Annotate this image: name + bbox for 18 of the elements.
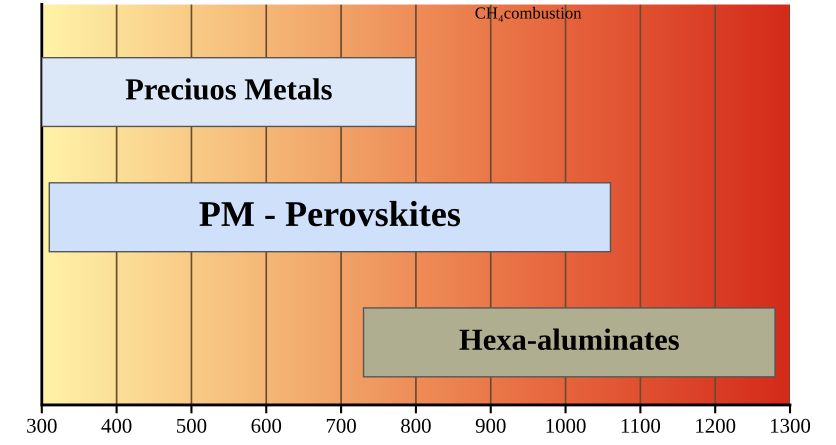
bar [362,307,776,378]
x-tick-label: 400 [101,418,132,433]
x-tick-label: 800 [401,418,431,433]
x-tick-label: 1200 [696,418,736,433]
bar [48,182,612,252]
x-tick-label: 500 [177,418,206,433]
x-tick-label: 300 [27,418,57,433]
annotation: CH₄combustion [475,6,582,22]
x-tick-label: 1300 [771,418,810,433]
x-tick-label: 600 [252,418,282,433]
x-tick-label: 700 [326,418,356,433]
y-tick-label: PM - Perovskites [199,200,460,226]
y-tick-label: Preciuos Metals [126,78,332,100]
x-tick-label: 1000 [546,418,586,433]
x-tick-label: 1100 [622,418,660,433]
x-tick-label: 900 [476,418,506,433]
y-tick-label: Hexa-aluminates [459,328,679,350]
bar [42,56,417,128]
